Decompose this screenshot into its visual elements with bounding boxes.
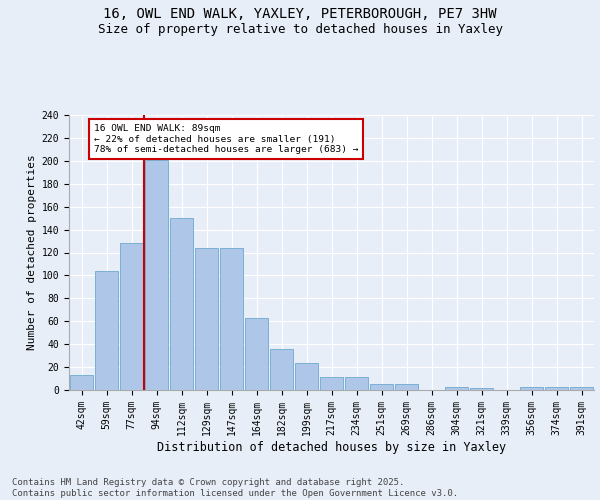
Bar (245, 318, 268, 390)
Text: 16 OWL END WALK: 89sqm
← 22% of detached houses are smaller (191)
78% of semi-de: 16 OWL END WALK: 89sqm ← 22% of detached… (94, 124, 359, 154)
Bar (95, 271, 118, 390)
Bar (570, 386, 593, 390)
Text: Size of property relative to detached houses in Yaxley: Size of property relative to detached ho… (97, 22, 503, 36)
Bar (220, 248, 243, 390)
Bar (145, 160, 168, 390)
Bar (320, 378, 343, 390)
Y-axis label: Number of detached properties: Number of detached properties (28, 154, 37, 350)
Bar (445, 386, 468, 390)
Bar (395, 384, 418, 390)
Bar (70, 375, 93, 390)
X-axis label: Distribution of detached houses by size in Yaxley: Distribution of detached houses by size … (157, 440, 506, 454)
Bar (195, 248, 218, 390)
Bar (470, 388, 493, 390)
Bar (520, 386, 543, 390)
Text: 16, OWL END WALK, YAXLEY, PETERBOROUGH, PE7 3HW: 16, OWL END WALK, YAXLEY, PETERBOROUGH, … (103, 8, 497, 22)
Bar (120, 244, 143, 390)
Bar (170, 218, 193, 390)
Bar (345, 378, 368, 390)
Text: Contains HM Land Registry data © Crown copyright and database right 2025.
Contai: Contains HM Land Registry data © Crown c… (12, 478, 458, 498)
Bar (370, 384, 393, 390)
Bar (295, 362, 318, 390)
Bar (270, 349, 293, 390)
Bar (545, 386, 568, 390)
